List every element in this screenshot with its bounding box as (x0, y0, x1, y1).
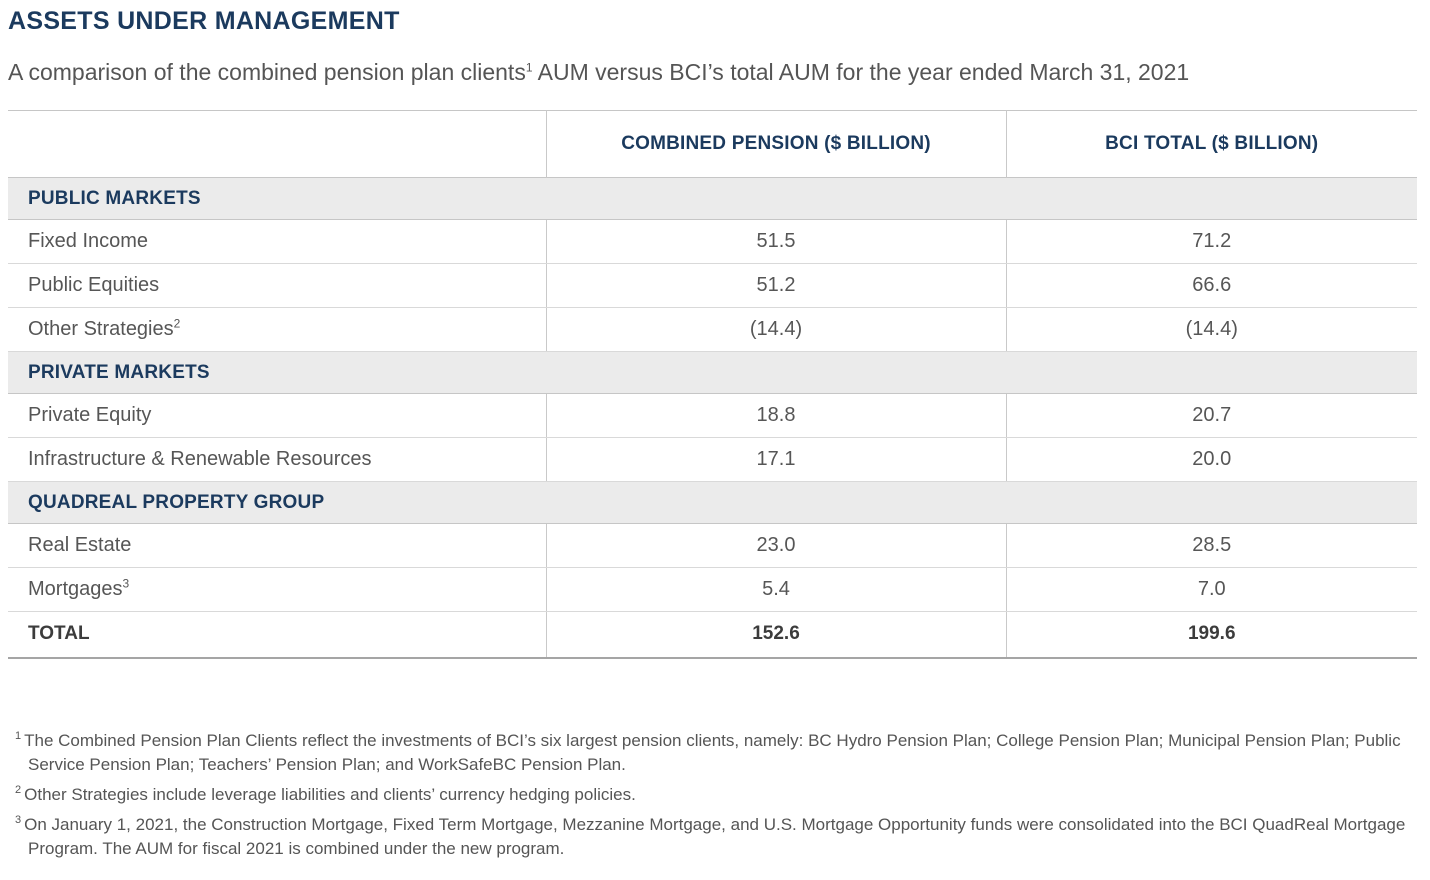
section-header-private-markets: PRIVATE MARKETS (8, 351, 1417, 394)
footnote-2: 2 Other Strategies include leverage liabi… (15, 783, 1417, 807)
section-header-quadreal: QUADREAL PROPERTY GROUP (8, 481, 1417, 524)
footnote-2-text: Other Strategies include leverage liabil… (24, 784, 636, 804)
row-label: Fixed Income (8, 219, 547, 264)
pension-value: 18.8 (546, 393, 1007, 438)
section-header-label: PRIVATE MARKETS (8, 351, 1417, 394)
pension-value: 51.2 (546, 263, 1007, 308)
total-pension-value: 152.6 (546, 611, 1007, 659)
footnote-ref-1: 1 (525, 60, 533, 75)
row-label: Real Estate (8, 523, 547, 568)
row-label: Public Equities (8, 263, 547, 308)
pension-value: (14.4) (546, 307, 1007, 352)
section-header-public-markets: PUBLIC MARKETS (8, 177, 1417, 220)
pension-value: 23.0 (546, 523, 1007, 568)
header-bci-total: BCI TOTAL ($ BILLION) (1006, 110, 1417, 178)
row-label: Other Strategies2 (8, 307, 547, 352)
bci-total-value: 28.5 (1006, 523, 1417, 568)
bci-total-value: 20.7 (1006, 393, 1417, 438)
footnote-3-marker: 3 (15, 813, 22, 826)
total-label: TOTAL (8, 611, 547, 659)
table-row-other-strategies: Other Strategies2 (14.4) (14.4) (8, 307, 1417, 352)
row-label: Private Equity (8, 393, 547, 438)
footnote-ref-2: 2 (173, 316, 181, 331)
table-row-infrastructure: Infrastructure & Renewable Resources 17.… (8, 437, 1417, 482)
bci-total-value: 20.0 (1006, 437, 1417, 482)
table-row-mortgages: Mortgages3 5.4 7.0 (8, 567, 1417, 612)
footnote-2-marker: 2 (15, 783, 22, 796)
aum-table: COMBINED PENSION ($ BILLION) BCI TOTAL (… (8, 110, 1417, 659)
footnotes: 1 The Combined Pension Plan Clients refle… (8, 729, 1417, 861)
report-page: ASSETS UNDER MANAGEMENT A comparison of … (8, 7, 1417, 861)
table-row-private-equity: Private Equity 18.8 20.7 (8, 393, 1417, 438)
footnote-1-text: The Combined Pension Plan Clients reflec… (24, 730, 1401, 774)
total-bci-value: 199.6 (1006, 611, 1417, 659)
row-label: Mortgages3 (8, 567, 547, 612)
header-combined-pension: COMBINED PENSION ($ BILLION) (546, 110, 1007, 178)
table-header-row: COMBINED PENSION ($ BILLION) BCI TOTAL (… (8, 110, 1417, 178)
footnote-1-marker: 1 (15, 729, 22, 742)
section-header-label: PUBLIC MARKETS (8, 177, 1417, 220)
footnote-1: 1 The Combined Pension Plan Clients refle… (15, 729, 1417, 777)
row-label: Infrastructure & Renewable Resources (8, 437, 547, 482)
table-row-total: TOTAL 152.6 199.6 (8, 611, 1417, 659)
subtitle-text-cont: AUM versus BCI’s total AUM for the year … (532, 59, 1190, 85)
pension-value: 5.4 (546, 567, 1007, 612)
page-title: ASSETS UNDER MANAGEMENT (8, 7, 400, 35)
pension-value: 51.5 (546, 219, 1007, 264)
page-subtitle: A comparison of the combined pension pla… (8, 58, 1417, 86)
footnote-3: 3 On January 1, 2021, the Construction Mo… (15, 813, 1417, 861)
table-row-fixed-income: Fixed Income 51.5 71.2 (8, 219, 1417, 264)
subtitle-text: A comparison of the combined pension pla… (8, 59, 526, 85)
section-header-label: QUADREAL PROPERTY GROUP (8, 481, 1417, 524)
table-row-real-estate: Real Estate 23.0 28.5 (8, 523, 1417, 568)
table-row-public-equities: Public Equities 51.2 66.6 (8, 263, 1417, 308)
header-blank-cell (8, 110, 547, 178)
bci-total-value: 7.0 (1006, 567, 1417, 612)
pension-value: 17.1 (546, 437, 1007, 482)
footnote-ref-3: 3 (122, 576, 130, 591)
footnote-3-text: On January 1, 2021, the Construction Mor… (24, 814, 1406, 858)
bci-total-value: 71.2 (1006, 219, 1417, 264)
bci-total-value: (14.4) (1006, 307, 1417, 352)
bci-total-value: 66.6 (1006, 263, 1417, 308)
